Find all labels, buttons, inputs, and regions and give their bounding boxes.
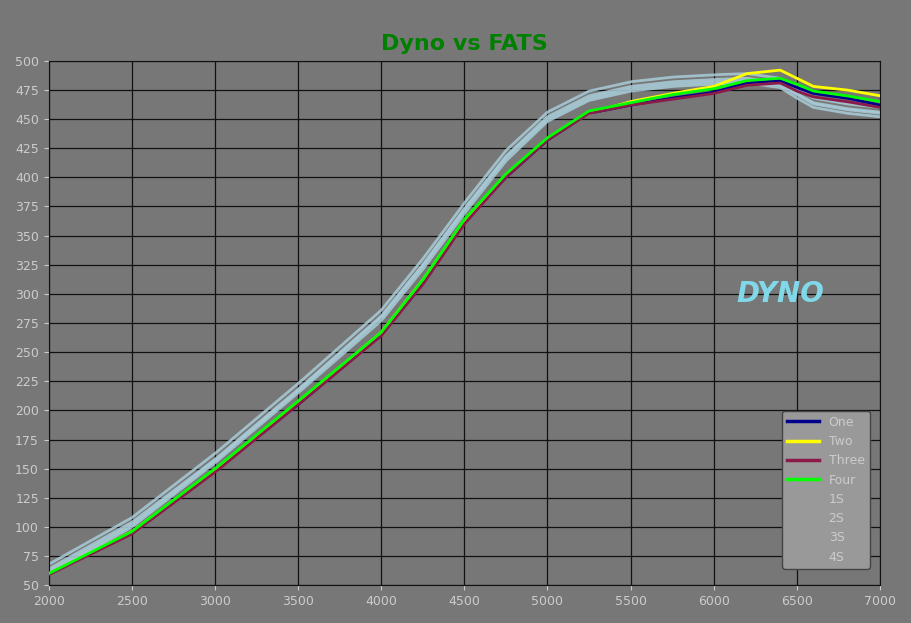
Legend: One, Two, Three, Four, 1S, 2S, 3S, 4S: One, Two, Three, Four, 1S, 2S, 3S, 4S <box>783 411 870 569</box>
Title: Dyno vs FATS: Dyno vs FATS <box>381 34 548 54</box>
Text: DYNO: DYNO <box>736 280 824 308</box>
